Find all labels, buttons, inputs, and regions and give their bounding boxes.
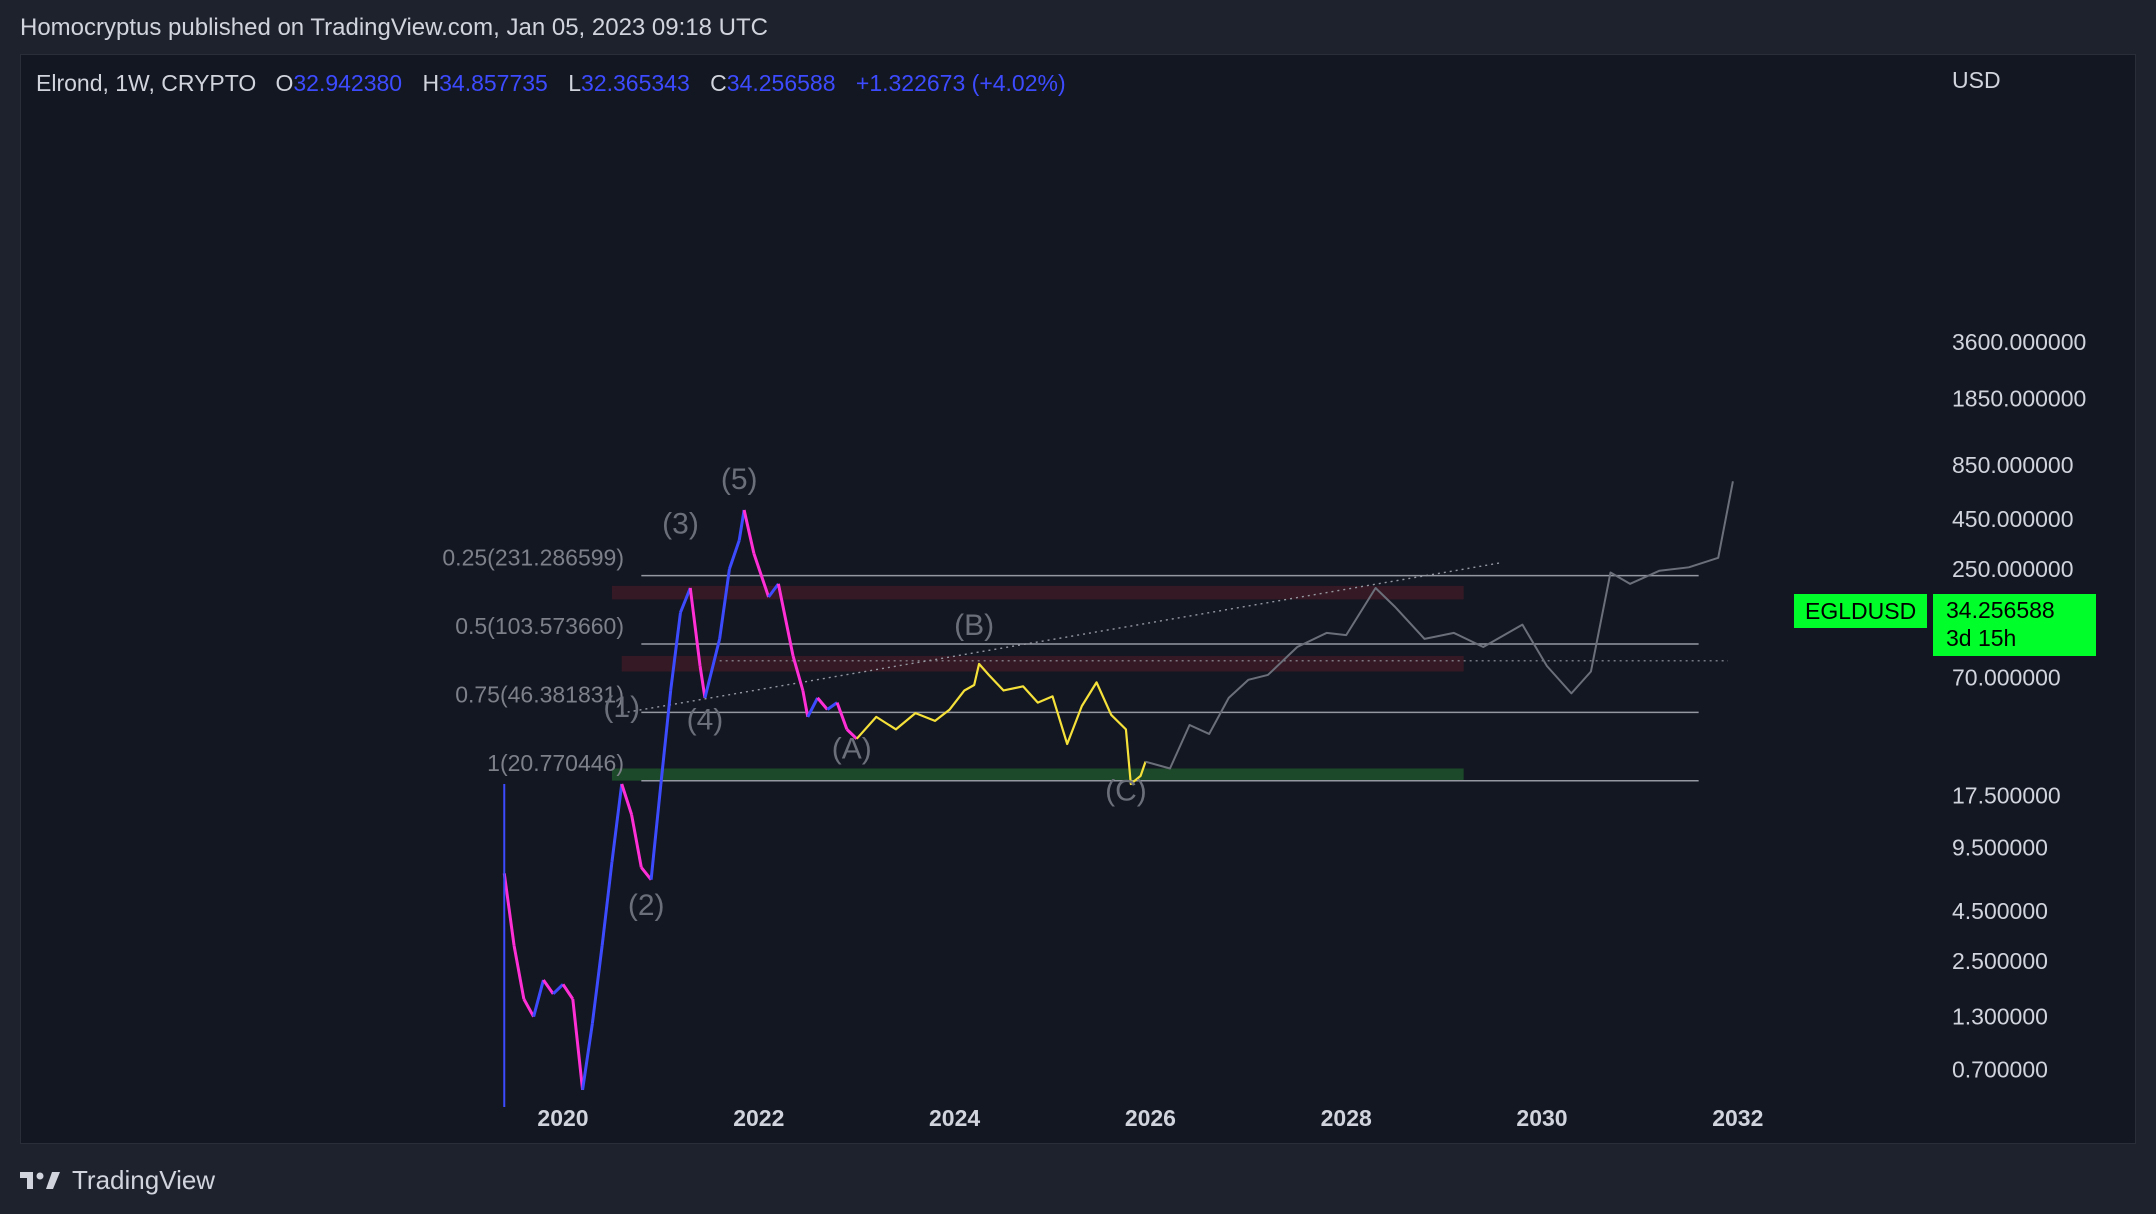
y-tick-2: 850.000000 [1952, 452, 2074, 478]
bar-countdown: 3d 15h [1946, 625, 2017, 651]
price-segment-26 [742, 509, 756, 554]
wave-label-2: (B) [954, 609, 994, 642]
zone-red-0 [611, 585, 1464, 600]
last-price-tag: 34.256588 3d 15h [1933, 594, 2096, 656]
legend-low-value: 32.365343 [581, 70, 690, 96]
price-segment-22 [703, 638, 722, 699]
price-segment-8 [571, 998, 585, 1091]
fib-label-2: 0.75(46.381831) [455, 681, 624, 707]
x-tick-2: 2024 [929, 1105, 980, 1131]
y-tick-8: 9.500000 [1952, 834, 2048, 860]
price-segment-12 [610, 783, 624, 863]
x-tick-6: 2032 [1712, 1105, 1763, 1131]
price-segment-16 [649, 783, 663, 880]
price-segment-6 [552, 983, 565, 995]
trendline [621, 561, 1503, 714]
fib-label-3: 1(20.770446) [487, 750, 624, 776]
price-segment-32 [806, 697, 819, 718]
price-segment-2 [512, 945, 526, 1000]
price-segment-34 [826, 701, 838, 711]
price-segment-24 [728, 539, 741, 570]
price-segment-21 [698, 665, 707, 699]
price-segment-31 [801, 690, 810, 718]
tradingview-logo-icon [20, 1172, 60, 1189]
price-segment-11 [600, 861, 614, 946]
wave-label-7: (2) [628, 889, 665, 922]
x-tick-0: 2020 [537, 1105, 588, 1131]
y-tick-10: 2.500000 [1952, 948, 2048, 974]
price-segment-35 [835, 702, 849, 730]
y-tick-1: 1850.000000 [1952, 386, 2086, 412]
zone-green-2 [611, 768, 1464, 781]
price-segment-20 [688, 587, 702, 667]
y-tick-3: 450.000000 [1952, 506, 2074, 532]
price-segment-30 [791, 655, 805, 691]
price-segment-27 [752, 553, 771, 598]
wave-label-5: (A) [832, 732, 872, 765]
ohlc-legend: Elrond, 1W, CRYPTO O32.942380 H34.857735… [36, 70, 1066, 97]
price-segment-25 [737, 509, 746, 541]
x-tick-1: 2022 [733, 1105, 784, 1131]
price-segment-17 [659, 690, 673, 785]
x-tick-3: 2026 [1125, 1105, 1176, 1131]
x-tick-4: 2028 [1321, 1105, 1372, 1131]
price-segment-18 [669, 612, 682, 691]
projection-yellow-path [855, 662, 1147, 786]
wave-label-3: (1) [603, 691, 640, 724]
y-tick-6: 70.000000 [1952, 664, 2061, 690]
legend-high-label: H [422, 70, 440, 96]
y-tick-0: 3600.000000 [1952, 329, 2086, 355]
legend-close-label: C [710, 70, 727, 96]
y-tick-4: 250.000000 [1952, 556, 2074, 582]
price-segment-1 [502, 873, 516, 946]
projection-gray-path [1145, 481, 1734, 770]
footer-brand[interactable]: TradingView [72, 1164, 216, 1195]
legend-high-value: 34.857735 [439, 70, 548, 96]
price-segment-5 [542, 979, 555, 995]
y-axis-unit: USD [1952, 67, 2001, 93]
legend-low-label: L [568, 70, 582, 96]
price-segment-7 [561, 983, 575, 1000]
wave-label-1: (3) [662, 507, 699, 540]
zone-red-1 [621, 655, 1464, 672]
price-segment-33 [816, 696, 829, 711]
price-segment-13 [620, 783, 633, 815]
publish-header: Homocryptus published on TradingView.com… [20, 14, 768, 41]
price-segment-19 [679, 587, 692, 614]
y-tick-12: 0.700000 [1952, 1056, 2048, 1082]
wave-label-6: (C) [1105, 774, 1147, 807]
y-tick-7: 17.500000 [1952, 782, 2061, 808]
footer: TradingView [20, 1164, 215, 1196]
price-segment-28 [767, 582, 780, 598]
wave-label-4: (4) [687, 703, 724, 736]
price-segment-9 [581, 1023, 594, 1091]
symbol-price-tag: EGLDUSD [1794, 594, 1928, 628]
fib-label-0: 0.25(231.286599) [442, 545, 624, 571]
price-segment-36 [845, 728, 858, 740]
legend-open-value: 32.942380 [293, 70, 403, 96]
price-segment-15 [640, 866, 653, 881]
price-segment-23 [718, 568, 731, 640]
x-tick-5: 2030 [1516, 1105, 1567, 1131]
price-segment-4 [532, 979, 545, 1018]
price-segment-29 [776, 583, 795, 657]
legend-change: +1.322673 (+4.02%) [855, 70, 1066, 96]
legend-close-value: 34.256588 [726, 70, 836, 96]
legend-open-label: O [275, 70, 294, 96]
price-segment-14 [630, 814, 643, 868]
y-tick-9: 4.500000 [1952, 898, 2048, 924]
price-segment-10 [590, 945, 604, 1024]
wave-label-0: (5) [721, 463, 758, 496]
last-price-value: 34.256588 [1946, 597, 2055, 623]
price-segment-3 [522, 998, 535, 1018]
legend-symbol: Elrond, 1W, CRYPTO [36, 70, 257, 96]
fib-label-1: 0.5(103.573660) [455, 613, 624, 639]
y-tick-11: 1.300000 [1952, 1004, 2048, 1030]
